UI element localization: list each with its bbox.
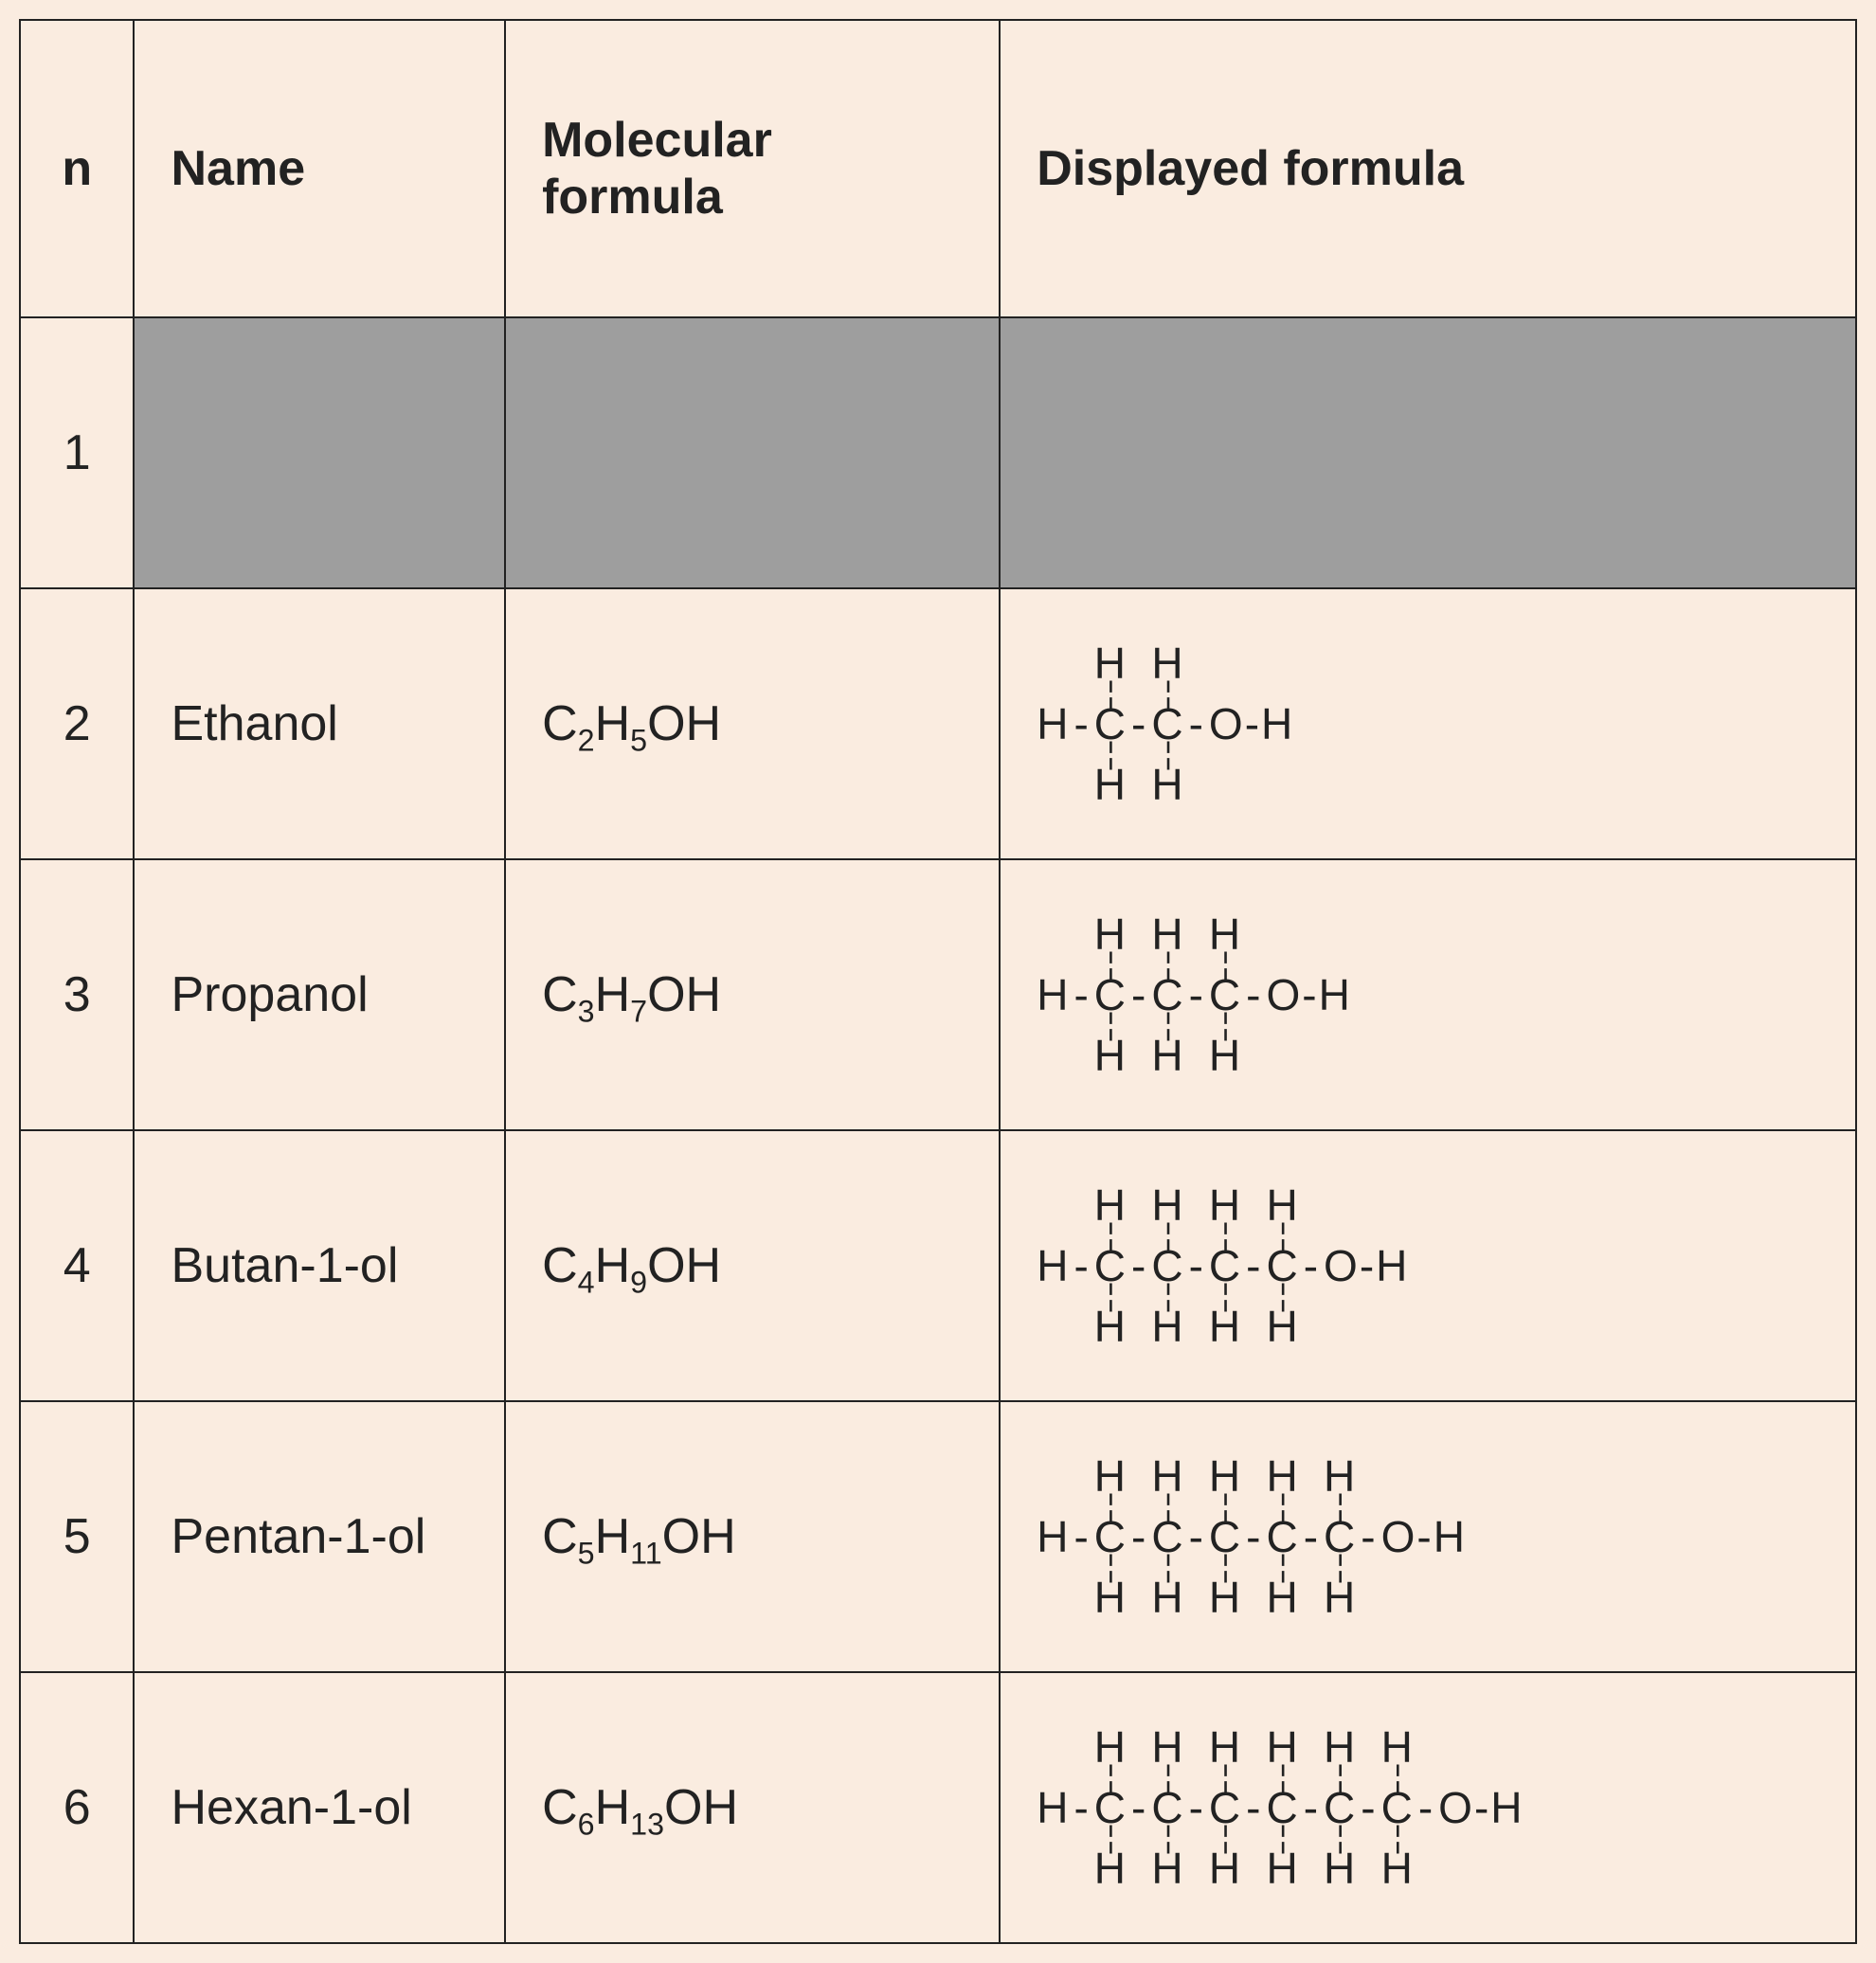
cell-name: Propanol	[134, 859, 505, 1130]
bond-dash: -	[1300, 1782, 1324, 1833]
cell-molecular-formula	[505, 317, 1000, 588]
cell-name: Butan-1-ol	[134, 1130, 505, 1401]
cell-displayed-formula: H-H¦C¦H-H¦C¦H-O-H	[1000, 588, 1856, 859]
cell-displayed-formula: H-H¦C¦H-H¦C¦H-H¦C¦H-H¦C¦H-H¦C¦H-O-H	[1000, 1401, 1856, 1672]
cell-molecular-formula: C4H9OH	[505, 1130, 1000, 1401]
displayed-formula-diagram: H-H¦C¦H-H¦C¦H-O-H	[1037, 641, 1819, 805]
ch2-unit: H¦C¦H	[1151, 1454, 1184, 1618]
ch2-unit: H¦C¦H	[1324, 1454, 1357, 1618]
cell-n: 1	[20, 317, 134, 588]
alcohols-table: n Name Molecular formula Displayed formu…	[19, 19, 1857, 1944]
bond-dash: -	[1127, 1511, 1151, 1562]
ch2-unit: H¦C¦H	[1151, 912, 1184, 1076]
left-h: H	[1037, 969, 1070, 1020]
cell-n: 5	[20, 1401, 134, 1672]
ch2-unit: H¦C¦H	[1209, 1454, 1242, 1618]
cell-name	[134, 317, 505, 588]
table-row: 6Hexan-1-olC6H13OHH-H¦C¦H-H¦C¦H-H¦C¦H-H¦…	[20, 1672, 1856, 1943]
table-row: 2EthanolC2H5OHH-H¦C¦H-H¦C¦H-O-H	[20, 588, 1856, 859]
bond-dash: -	[1185, 969, 1209, 1020]
bond-dash: -	[1242, 1240, 1266, 1291]
right-oh: O-H	[1438, 1782, 1524, 1833]
ch2-unit: H¦C¦H	[1151, 1725, 1184, 1889]
displayed-formula-diagram: H-H¦C¦H-H¦C¦H-H¦C¦H-O-H	[1037, 912, 1819, 1076]
cell-displayed-formula	[1000, 317, 1856, 588]
left-h: H	[1037, 1511, 1070, 1562]
table-row: 5Pentan-1-olC5H11OHH-H¦C¦H-H¦C¦H-H¦C¦H-H…	[20, 1401, 1856, 1672]
ch2-unit: H¦C¦H	[1266, 1454, 1299, 1618]
ch2-unit: H¦C¦H	[1381, 1725, 1415, 1889]
cell-molecular-formula: C3H7OH	[505, 859, 1000, 1130]
bond-dash: -	[1185, 1511, 1209, 1562]
bond-dash: -	[1185, 1240, 1209, 1291]
displayed-formula-diagram: H-H¦C¦H-H¦C¦H-H¦C¦H-H¦C¦H-H¦C¦H-O-H	[1037, 1454, 1819, 1618]
bond-dash: -	[1242, 1511, 1266, 1562]
bond-dash: -	[1185, 698, 1209, 749]
displayed-formula-diagram: H-H¦C¦H-H¦C¦H-H¦C¦H-H¦C¦H-O-H	[1037, 1183, 1819, 1347]
bond-dash: -	[1070, 969, 1093, 1020]
left-h: H	[1037, 698, 1070, 749]
cell-n: 2	[20, 588, 134, 859]
ch2-unit: H¦C¦H	[1094, 641, 1127, 805]
header-molecular-formula: Molecular formula	[505, 20, 1000, 317]
bond-dash: -	[1300, 1511, 1324, 1562]
ch2-unit: H¦C¦H	[1209, 1183, 1242, 1347]
bond-dash: -	[1070, 1782, 1093, 1833]
bond-dash: -	[1127, 698, 1151, 749]
ch2-unit: H¦C¦H	[1209, 912, 1242, 1076]
bond-dash: -	[1127, 1240, 1151, 1291]
cell-molecular-formula: C2H5OH	[505, 588, 1000, 859]
table-row: 3PropanolC3H7OHH-H¦C¦H-H¦C¦H-H¦C¦H-O-H	[20, 859, 1856, 1130]
cell-displayed-formula: H-H¦C¦H-H¦C¦H-H¦C¦H-H¦C¦H-O-H	[1000, 1130, 1856, 1401]
table-row: 1	[20, 317, 1856, 588]
ch2-unit: H¦C¦H	[1094, 912, 1127, 1076]
right-oh: O-H	[1209, 698, 1294, 749]
bond-dash: -	[1357, 1511, 1380, 1562]
bond-dash: -	[1070, 1240, 1093, 1291]
ch2-unit: H¦C¦H	[1266, 1725, 1299, 1889]
cell-n: 3	[20, 859, 134, 1130]
bond-dash: -	[1242, 1782, 1266, 1833]
cell-displayed-formula: H-H¦C¦H-H¦C¦H-H¦C¦H-O-H	[1000, 859, 1856, 1130]
ch2-unit: H¦C¦H	[1094, 1454, 1127, 1618]
bond-dash: -	[1127, 1782, 1151, 1833]
bond-dash: -	[1242, 969, 1266, 1020]
header-n: n	[20, 20, 134, 317]
bond-dash: -	[1300, 1240, 1324, 1291]
cell-name: Pentan-1-ol	[134, 1401, 505, 1672]
displayed-formula-diagram: H-H¦C¦H-H¦C¦H-H¦C¦H-H¦C¦H-H¦C¦H-H¦C¦H-O-…	[1037, 1725, 1819, 1889]
bond-dash: -	[1357, 1782, 1380, 1833]
cell-displayed-formula: H-H¦C¦H-H¦C¦H-H¦C¦H-H¦C¦H-H¦C¦H-H¦C¦H-O-…	[1000, 1672, 1856, 1943]
cell-name: Hexan-1-ol	[134, 1672, 505, 1943]
right-oh: O-H	[1324, 1240, 1409, 1291]
left-h: H	[1037, 1240, 1070, 1291]
header-name: Name	[134, 20, 505, 317]
table-row: 4Butan-1-olC4H9OHH-H¦C¦H-H¦C¦H-H¦C¦H-H¦C…	[20, 1130, 1856, 1401]
ch2-unit: H¦C¦H	[1151, 1183, 1184, 1347]
cell-molecular-formula: C5H11OH	[505, 1401, 1000, 1672]
ch2-unit: H¦C¦H	[1266, 1183, 1299, 1347]
bond-dash: -	[1185, 1782, 1209, 1833]
left-h: H	[1037, 1782, 1070, 1833]
cell-name: Ethanol	[134, 588, 505, 859]
right-oh: O-H	[1266, 969, 1351, 1020]
ch2-unit: H¦C¦H	[1209, 1725, 1242, 1889]
cell-molecular-formula: C6H13OH	[505, 1672, 1000, 1943]
ch2-unit: H¦C¦H	[1324, 1725, 1357, 1889]
cell-n: 6	[20, 1672, 134, 1943]
table-header-row: n Name Molecular formula Displayed formu…	[20, 20, 1856, 317]
bond-dash: -	[1070, 698, 1093, 749]
cell-n: 4	[20, 1130, 134, 1401]
ch2-unit: H¦C¦H	[1094, 1183, 1127, 1347]
bond-dash: -	[1127, 969, 1151, 1020]
right-oh: O-H	[1381, 1511, 1467, 1562]
bond-dash: -	[1070, 1511, 1093, 1562]
ch2-unit: H¦C¦H	[1094, 1725, 1127, 1889]
bond-dash: -	[1415, 1782, 1438, 1833]
ch2-unit: H¦C¦H	[1151, 641, 1184, 805]
header-displayed-formula: Displayed formula	[1000, 20, 1856, 317]
